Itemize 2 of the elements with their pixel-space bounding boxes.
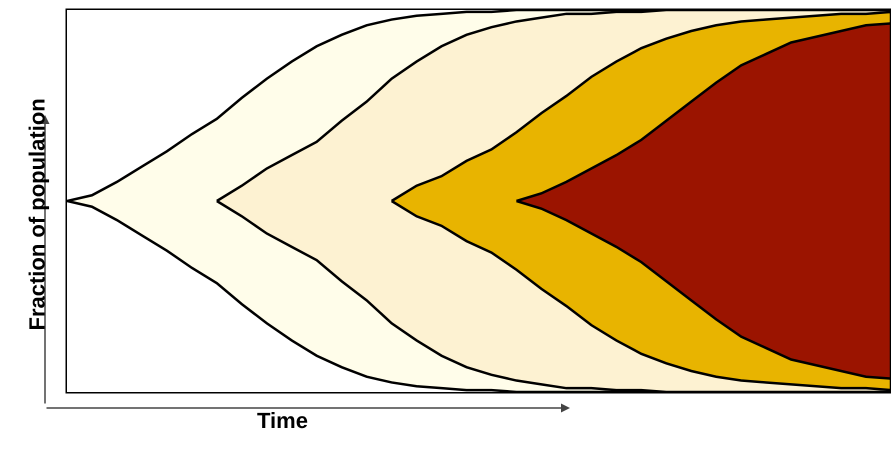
y-axis-title: Fraction of population xyxy=(24,98,50,330)
text: Time xyxy=(257,408,308,433)
